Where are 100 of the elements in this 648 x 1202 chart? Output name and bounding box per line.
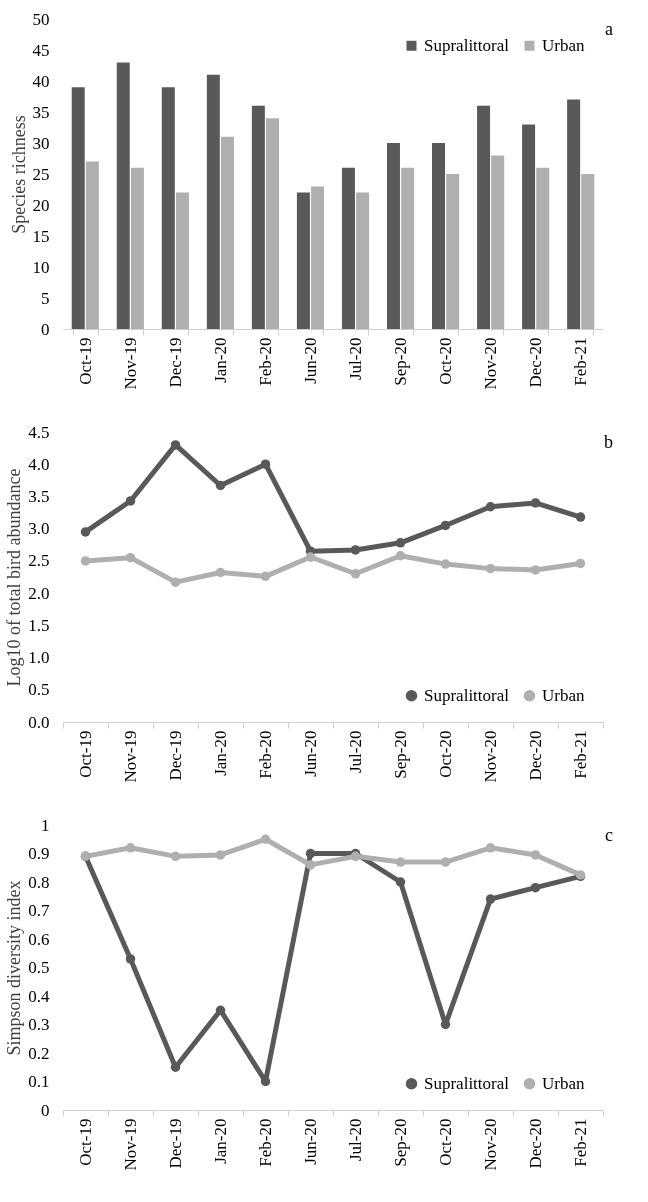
bar [85,161,99,329]
y-tick-label: 0.3 [28,1015,50,1034]
point [530,565,541,575]
point [260,571,271,582]
y-tick-label: 25 [32,164,50,184]
x-tick-label: Jun-20 [301,1118,320,1165]
bar [522,124,536,329]
bar [356,192,370,329]
point [350,545,361,555]
point [395,877,406,887]
y-tick-label: 45 [32,40,50,60]
point [395,551,406,561]
y-tick-label: 2.5 [28,551,50,571]
x-tick-label: Feb-20 [255,337,275,386]
point [125,843,136,853]
x-tick-label: Oct-20 [436,730,455,778]
bar [536,167,550,329]
bar [175,192,189,329]
point [215,1005,226,1015]
x-tick-label: Nov-20 [481,1118,500,1171]
point [575,558,586,569]
y-tick-label: 0.6 [28,929,50,949]
x-tick-label: Feb-21 [571,1118,590,1167]
bar [206,74,220,329]
point [260,459,271,469]
x-tick-label: Nov-19 [121,1118,140,1171]
bar [401,167,415,329]
legend-label: Urban [542,1073,585,1093]
y-tick-label: 3.0 [28,519,50,539]
y-tick-label: 4.5 [28,422,50,442]
bar [386,143,400,329]
y-tick-label: 0.0 [28,712,50,732]
x-tick-label: Sep-20 [391,1118,410,1167]
y-tick-label: 1.5 [28,615,50,635]
legend-label: Supralittoral [424,35,510,55]
text: c [605,825,613,845]
x-tick-label: Oct-19 [76,730,95,778]
point [305,860,316,870]
y-tick-label: 0.5 [28,680,50,700]
x-tick-label: Dec-20 [526,337,546,388]
x-tick-label: Dec-20 [526,730,545,781]
x-tick-label: Feb-20 [256,1118,275,1167]
y-tick-label: 50 [32,9,50,29]
x-tick-label: Oct-20 [436,1118,455,1166]
y-tick-label: 0.8 [28,872,50,892]
y-tick-label: 20 [32,195,50,215]
legend-label: Urban [542,685,585,705]
x-tick-label: Dec-19 [165,337,185,388]
x-tick-label: Oct-19 [76,1118,95,1166]
point [395,538,406,548]
point [170,577,181,587]
y-tick-label: 0.5 [28,958,50,977]
bar [116,62,130,329]
bar [477,105,491,329]
y-tick-label: 0.2 [28,1043,50,1063]
x-tick-label: Sep-20 [391,337,411,386]
y-tick-label: 0.7 [28,901,50,920]
x-tick-label: Jan-20 [211,1118,230,1164]
text: b [604,432,613,452]
point [440,559,451,569]
bar [71,87,85,329]
point [485,502,496,512]
y-tick-label: 0 [41,319,50,339]
y-tick-label: 40 [32,71,50,91]
x-tick-label: Jan-20 [211,730,230,776]
x-tick-label: Jul-20 [346,730,365,773]
point [485,894,496,904]
point [440,857,451,867]
point [530,498,541,508]
bar [581,174,595,329]
bar [491,155,505,329]
point [125,954,136,964]
point [305,848,316,859]
bar [296,192,310,329]
x-tick-label: Nov-19 [121,730,140,783]
point [125,496,136,506]
text: a [605,19,613,39]
point [215,480,226,491]
point [80,556,91,566]
x-tick-label: Feb-20 [256,730,275,779]
y-tick-label: 2.0 [28,583,50,603]
point [440,520,451,531]
legend-label: Supralittoral [424,685,510,705]
y-tick-label: 0 [41,1100,50,1120]
x-tick-label: Nov-20 [481,730,500,783]
x-tick-label: Oct-20 [436,337,456,385]
x-tick-label: Jun-20 [301,730,320,777]
y-tick-label: 15 [32,226,50,246]
bar [161,87,175,329]
point [575,512,586,522]
bar [130,167,144,329]
y-tick-label: 0.4 [28,986,50,1006]
x-tick-label: Jan-20 [210,337,230,383]
y-tick-label: 3.5 [28,486,50,506]
point [305,552,316,562]
x-tick-label: Sep-20 [391,730,410,779]
point [260,834,271,844]
x-tick-label: Jul-20 [346,337,366,380]
point [485,563,496,574]
x-tick-label: Feb-21 [571,730,590,779]
